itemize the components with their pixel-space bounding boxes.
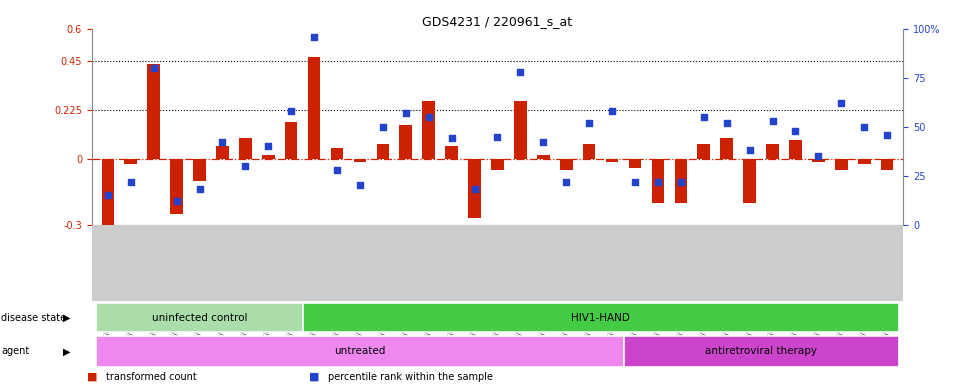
Point xyxy=(834,100,849,106)
Bar xyxy=(560,159,573,170)
Bar xyxy=(743,159,756,203)
Point xyxy=(146,65,161,71)
Point xyxy=(605,108,620,114)
Bar xyxy=(170,159,183,214)
Point xyxy=(375,124,390,130)
Bar xyxy=(216,146,229,159)
Bar xyxy=(377,144,389,159)
Point xyxy=(879,131,895,137)
Point xyxy=(582,120,597,126)
Bar xyxy=(491,159,504,170)
Point xyxy=(123,179,138,185)
Title: GDS4231 / 220961_s_at: GDS4231 / 220961_s_at xyxy=(422,15,573,28)
Text: untreated: untreated xyxy=(334,346,385,356)
Point xyxy=(306,33,322,40)
FancyBboxPatch shape xyxy=(624,336,898,367)
Point xyxy=(696,114,712,120)
Bar xyxy=(285,122,298,159)
Point xyxy=(261,143,276,149)
Text: HIV1-HAND: HIV1-HAND xyxy=(571,313,630,323)
Point xyxy=(650,179,666,185)
Point xyxy=(513,69,528,75)
Text: antiretroviral therapy: antiretroviral therapy xyxy=(705,346,817,356)
Bar xyxy=(514,101,526,159)
Bar xyxy=(125,159,137,164)
Bar xyxy=(469,159,481,218)
Bar xyxy=(537,155,550,159)
Bar xyxy=(674,159,687,203)
Text: percentile rank within the sample: percentile rank within the sample xyxy=(328,372,494,382)
Point xyxy=(421,114,437,120)
Bar xyxy=(697,144,710,159)
Point xyxy=(742,147,757,153)
Point xyxy=(535,139,551,146)
Text: transformed count: transformed count xyxy=(106,372,197,382)
Bar xyxy=(400,124,412,159)
Bar xyxy=(308,57,321,159)
Point xyxy=(857,124,872,130)
Bar xyxy=(789,140,802,159)
Point xyxy=(719,120,734,126)
Point xyxy=(398,110,413,116)
Bar xyxy=(721,137,733,159)
Point xyxy=(490,134,505,140)
Bar xyxy=(858,159,870,164)
Bar xyxy=(239,137,252,159)
Point xyxy=(283,108,298,114)
Point xyxy=(353,182,368,189)
FancyBboxPatch shape xyxy=(302,303,898,333)
FancyBboxPatch shape xyxy=(97,303,302,333)
Bar xyxy=(606,159,618,162)
Point xyxy=(238,163,253,169)
Point xyxy=(765,118,781,124)
Bar xyxy=(330,149,343,159)
Text: ■: ■ xyxy=(87,372,98,382)
Bar xyxy=(881,159,894,170)
Text: ▶: ▶ xyxy=(63,313,71,323)
Point xyxy=(787,127,803,134)
Text: ■: ■ xyxy=(309,372,320,382)
Point xyxy=(100,192,116,199)
Point xyxy=(467,186,482,192)
Point xyxy=(192,186,208,192)
Bar xyxy=(148,64,160,159)
Text: disease state: disease state xyxy=(1,313,66,323)
Point xyxy=(214,139,230,146)
Point xyxy=(558,179,574,185)
Text: ▶: ▶ xyxy=(63,346,71,356)
Bar xyxy=(262,155,274,159)
Point xyxy=(444,136,460,142)
Bar xyxy=(193,159,206,181)
Bar xyxy=(354,159,366,162)
Point xyxy=(627,179,642,185)
Point xyxy=(329,167,345,173)
Bar xyxy=(445,146,458,159)
Bar xyxy=(422,101,435,159)
Bar xyxy=(652,159,665,203)
Bar xyxy=(812,159,825,162)
Point xyxy=(673,179,689,185)
Bar xyxy=(766,144,779,159)
Point xyxy=(169,198,185,204)
Point xyxy=(810,153,826,159)
Bar xyxy=(629,159,641,168)
Bar xyxy=(835,159,847,170)
FancyBboxPatch shape xyxy=(97,336,624,367)
Bar xyxy=(101,159,114,229)
Bar xyxy=(582,144,595,159)
Text: agent: agent xyxy=(1,346,29,356)
Text: uninfected control: uninfected control xyxy=(152,313,247,323)
